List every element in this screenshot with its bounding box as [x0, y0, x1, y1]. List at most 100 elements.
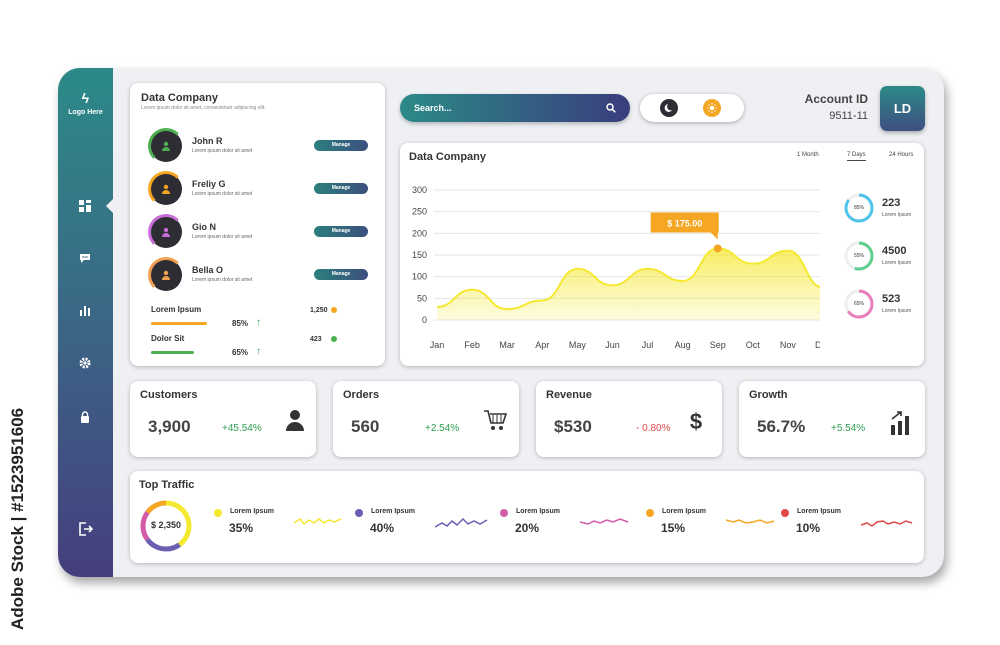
stat-card-revenue[interactable]: Revenue $530 - 0.80% $ [536, 381, 722, 457]
range-tab[interactable]: 7 Days [847, 152, 866, 161]
growth-chart-icon [889, 409, 913, 435]
x-tick-label: Oct [746, 340, 761, 350]
x-tick-label: Jun [605, 340, 620, 350]
avatar [148, 128, 184, 164]
gear-icon[interactable] [74, 352, 96, 374]
donut-gauge [844, 289, 874, 319]
manage-button[interactable]: Manage [314, 269, 368, 280]
contacts-title: Data Company [141, 92, 219, 104]
avatar-ring [148, 171, 184, 207]
x-tick-label: Mar [499, 340, 515, 350]
metric-label: Lorem Ipsum [151, 305, 202, 314]
bar-chart-icon[interactable] [74, 299, 96, 321]
search-bar[interactable]: Search... [400, 94, 630, 122]
contact-name: Gio N [192, 222, 216, 232]
sparkline-path [861, 520, 913, 527]
sparkline-path [435, 517, 488, 528]
traffic-percent: 35% [229, 521, 254, 535]
search-icon[interactable] [606, 103, 616, 113]
highlight-point[interactable] [713, 244, 722, 253]
donut-caption: Lorem Ipsum [882, 212, 912, 218]
traffic-title: Top Traffic [139, 479, 195, 491]
donut-gauge [844, 241, 874, 271]
y-tick-label: 200 [412, 228, 427, 238]
donut-arc [844, 241, 874, 271]
donut-value: 223 [882, 197, 901, 209]
stat-card-orders[interactable]: Orders 560 +2.54% [333, 381, 519, 457]
manage-button[interactable]: Manage [314, 183, 368, 194]
stat-card-growth[interactable]: Growth 56.7% +5.54% [739, 381, 925, 457]
x-tick-label: Jul [642, 340, 654, 350]
y-tick-label: 300 [412, 185, 427, 195]
stat-title: Revenue [546, 389, 592, 401]
donut-gauge [844, 193, 874, 223]
tooltip-value: $ 175.00 [667, 219, 702, 229]
traffic-sparkline [435, 517, 488, 528]
dashboard-icon[interactable] [74, 195, 96, 217]
donut-arc [844, 289, 874, 319]
tooltip-box [650, 212, 719, 233]
range-tab[interactable]: 1 Month [797, 152, 819, 158]
contact-desc: Lorem ipsum dolor sit amet [192, 191, 253, 197]
moon-icon[interactable] [660, 99, 678, 117]
contact-row: John R Lorem ipsum dolor sit amet Manage [148, 128, 370, 164]
range-tab[interactable]: 24 Hours [889, 152, 914, 158]
y-tick-label: 100 [412, 272, 427, 282]
search-input[interactable]: Search... [414, 103, 452, 113]
legend-dot [214, 509, 222, 517]
avatar-ring [148, 128, 184, 164]
traffic-card: Top Traffic $ 2,350 Lorem Ipsum 35% Lorem … [130, 471, 924, 563]
avatar[interactable]: LD [880, 86, 925, 131]
manage-button[interactable]: Manage [314, 140, 368, 151]
metric-dot [331, 307, 337, 313]
contact-row: Freliy G Lorem ipsum dolor sit amet Manage [148, 171, 370, 207]
area-fill [437, 248, 820, 320]
traffic-sparkline [580, 518, 629, 525]
donut-percent: 85% [853, 205, 864, 211]
traffic-percent: 10% [796, 521, 821, 535]
legend-dot [355, 509, 363, 517]
lock-icon[interactable] [74, 406, 96, 428]
chat-icon[interactable] [74, 247, 96, 269]
sparkline-path [580, 518, 629, 525]
donut-arc [844, 193, 874, 223]
stat-title: Growth [749, 389, 788, 401]
sidebar: ϟ Logo Here [58, 68, 113, 577]
up-arrow-icon: ↑ [256, 346, 261, 357]
theme-toggle[interactable] [640, 94, 744, 122]
y-tick-label: 0 [422, 315, 427, 325]
traffic-percent: 40% [370, 521, 395, 535]
sparkline-path [726, 519, 775, 524]
stat-title: Customers [140, 389, 198, 401]
logout-icon[interactable] [74, 518, 96, 540]
stat-title: Orders [343, 389, 380, 401]
logo-label: Logo Here [68, 109, 103, 116]
contact-name: John R [192, 136, 223, 146]
sales-area-chart: 0 50 100 150 200 250 300 Jan Feb Mar Apr May Jun Jul A… [412, 185, 820, 350]
y-tick-label: 50 [417, 293, 427, 303]
contact-row: Bella O Lorem ipsum dolor sit amet Manage [148, 257, 370, 293]
sun-icon[interactable] [703, 99, 721, 117]
legend-dot [781, 509, 789, 517]
donut-caption: Lorem Ipsum [882, 308, 912, 314]
contact-desc: Lorem ipsum dolor sit amet [192, 277, 253, 283]
legend-dot [646, 509, 654, 517]
stat-card-customers[interactable]: Customers 3,900 +45.54% [130, 381, 316, 457]
up-arrow-icon: ↑ [256, 317, 261, 328]
contact-desc: Lorem ipsum dolor sit amet [192, 148, 253, 154]
stat-value: $530 [554, 417, 592, 436]
avatar [148, 171, 184, 207]
x-tick-label: Feb [464, 340, 480, 350]
metric-label: Dolor Sit [151, 334, 185, 343]
contact-name: Freliy G [192, 179, 226, 189]
traffic-label: Lorem Ipsum [662, 508, 706, 515]
manage-button[interactable]: Manage [314, 226, 368, 237]
account-id-label: Account ID [804, 92, 868, 106]
dashboard-frame: ϟ Logo Here Data Company Lorem ipsum dol… [58, 68, 944, 577]
stat-change: - 0.80% [636, 423, 671, 434]
logo[interactable]: ϟ Logo Here [58, 90, 113, 116]
contact-row: Gio N Lorem ipsum dolor sit amet Manage [148, 214, 370, 250]
stat-value: 560 [351, 417, 380, 436]
metric-bar [151, 322, 207, 325]
x-tick-label: Sep [710, 340, 726, 350]
